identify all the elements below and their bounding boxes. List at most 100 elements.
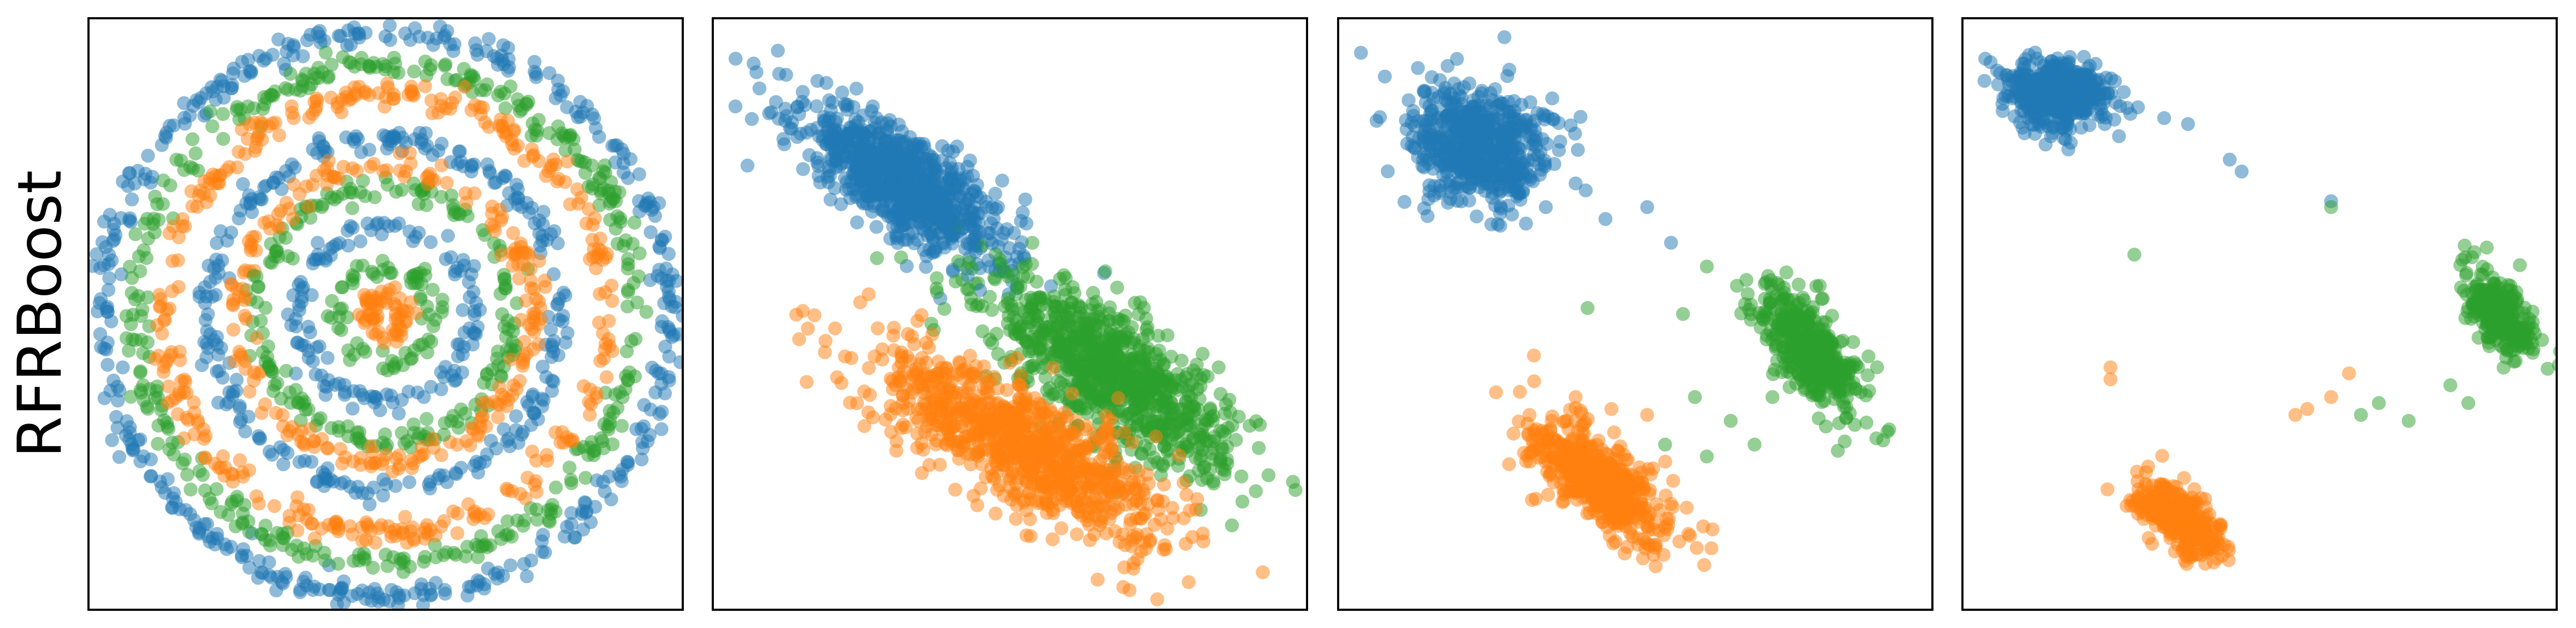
scatter-point	[501, 432, 516, 446]
scatter-point	[1096, 449, 1111, 463]
scatter-point	[253, 431, 268, 446]
scatter-point	[253, 192, 268, 206]
scatter-point	[877, 153, 892, 167]
scatter-point	[292, 303, 307, 317]
scatter-point	[615, 474, 629, 488]
scatter-point	[1047, 299, 1062, 313]
scatter-point	[1111, 391, 1126, 405]
scatter-point	[850, 215, 864, 230]
scatter-point	[488, 567, 502, 581]
scatter-point	[837, 130, 852, 145]
scatter-point	[409, 306, 424, 320]
scatter-point	[529, 474, 543, 488]
scatter-point	[921, 340, 936, 355]
scatter-point	[1179, 487, 1194, 502]
scatter-point	[582, 395, 596, 409]
scatter-point	[1135, 389, 1149, 404]
scatter-point	[321, 441, 335, 456]
scatter-point	[579, 504, 594, 519]
scatter-point	[177, 385, 191, 399]
scatter-point	[985, 236, 999, 251]
scatter-point	[1140, 320, 1155, 334]
scatter-point	[1035, 339, 1049, 354]
scatter-point	[1079, 419, 1094, 433]
scatter-point	[217, 469, 232, 483]
scatter-point	[1009, 512, 1023, 526]
scatter-point	[250, 331, 264, 345]
scatter-point	[1093, 361, 1107, 376]
scatter-point	[529, 70, 543, 84]
scatter-point	[406, 456, 420, 471]
scatter-point	[350, 164, 364, 178]
scatter-point	[234, 122, 249, 136]
scatter-point	[480, 157, 494, 172]
scatter-point	[764, 105, 779, 119]
scatter-point	[1073, 359, 1087, 373]
scatter-point	[1065, 426, 1079, 440]
scatter-point	[345, 527, 360, 542]
scatter-point	[1225, 518, 1239, 532]
scatter-point	[1219, 397, 1233, 412]
scatter-point	[894, 421, 908, 435]
scatter-point	[245, 205, 259, 220]
scatter-point	[382, 594, 397, 609]
scatter-point	[1059, 486, 1074, 501]
scatter-point	[249, 243, 263, 258]
scatter-point	[544, 227, 558, 242]
scatter-point	[934, 404, 949, 419]
scatter-point	[157, 360, 171, 374]
scatter-point	[621, 455, 635, 470]
scatter-point	[102, 208, 117, 222]
scatter-point	[973, 283, 987, 297]
scatter-point	[386, 550, 401, 565]
scatter-point	[496, 171, 510, 185]
scatter-point	[290, 490, 305, 505]
scatter-point	[374, 284, 389, 298]
scatter-point	[459, 549, 473, 564]
scatter-point	[133, 432, 147, 447]
scatter-point	[324, 57, 339, 72]
scatter-point	[1149, 347, 1163, 361]
scatter-point	[500, 483, 515, 498]
scatter-point	[639, 305, 654, 319]
scatter-point	[216, 370, 230, 385]
scatter-point	[658, 339, 673, 354]
scatter-point	[544, 158, 559, 172]
scatter-point	[542, 513, 556, 528]
scatter-point	[1057, 455, 1071, 469]
scatter-point	[943, 156, 957, 170]
scatter-point	[450, 414, 464, 429]
scatter-point	[408, 183, 423, 198]
scatter-point	[999, 419, 1013, 434]
scatter-point	[209, 482, 224, 496]
scatter-point	[297, 502, 311, 516]
scatter-point	[290, 523, 305, 538]
scatter-point	[188, 146, 203, 160]
scatter-point	[269, 406, 283, 420]
scatter-point	[345, 201, 359, 215]
scatter-point	[177, 431, 191, 446]
scatter-point	[997, 226, 1011, 240]
scatter-point	[203, 104, 217, 119]
scatter-point	[652, 196, 666, 210]
scatter-point	[366, 157, 381, 171]
scatter-point	[226, 293, 241, 307]
scatter-point	[340, 310, 355, 325]
scatter-point	[1190, 492, 1205, 506]
scatter-point	[469, 43, 484, 57]
scatter-point	[216, 449, 230, 463]
scatter-point	[365, 305, 379, 320]
scatter-point	[438, 360, 453, 374]
scatter-point	[905, 226, 920, 240]
scatter-point	[321, 373, 336, 387]
scatter-point	[233, 453, 247, 468]
scatter-point	[919, 260, 933, 274]
scatter-point	[887, 320, 901, 335]
scatter-point	[1058, 282, 1072, 297]
scatter-point	[1256, 565, 1270, 580]
scatter-point	[531, 412, 545, 427]
scatter-point	[522, 206, 536, 220]
scatter-point	[329, 514, 344, 529]
scatter-point	[1039, 441, 1054, 456]
scatter-point	[213, 224, 228, 238]
